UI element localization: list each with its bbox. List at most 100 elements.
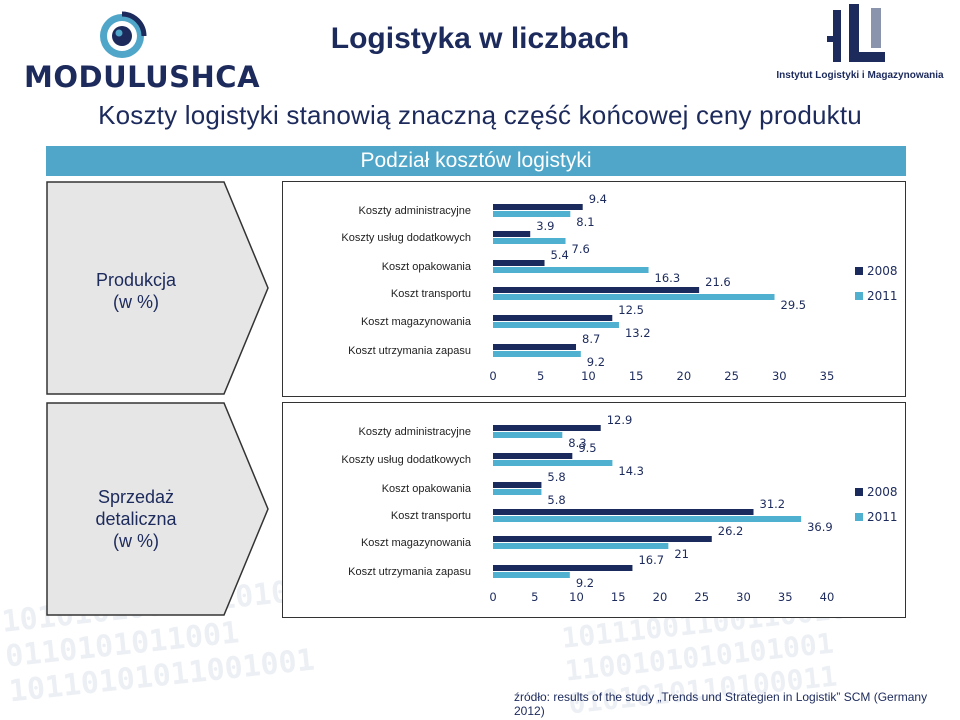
data-label-2011: 7.6	[572, 242, 590, 256]
bar-2011	[493, 489, 542, 495]
bar-2011	[493, 572, 570, 578]
bar-2008	[493, 344, 577, 350]
bar-2008	[493, 287, 700, 293]
x-tick-label: 20	[677, 369, 692, 383]
panel-title: Sprzedaż	[97, 487, 175, 507]
data-label-2008: 3.9	[536, 219, 554, 233]
ilim-name: Instytut Logistyki i Magazynowania	[776, 70, 944, 81]
bar-2008	[493, 425, 601, 431]
category-label: Koszt magazynowania	[361, 537, 472, 549]
x-tick-label: 35	[778, 590, 793, 604]
panel-title-line2: detaliczna	[95, 509, 177, 529]
data-label-2011: 13.2	[625, 326, 651, 340]
category-label: Koszty administracyjne	[359, 426, 472, 438]
bar-2008	[493, 453, 573, 459]
data-label-2008: 12.5	[618, 303, 644, 317]
arrow-shape	[46, 402, 269, 616]
data-label-2008: 5.4	[551, 248, 569, 262]
bar-2011	[493, 238, 566, 244]
production-chart-svg: Koszty administracyjne 9.4 8.1 Koszty usług…	[341, 192, 898, 383]
bar-2008	[493, 536, 712, 542]
x-tick-label: 15	[629, 369, 644, 383]
data-label-2011: 8.1	[576, 215, 594, 229]
data-label-2008: 21.6	[705, 275, 731, 289]
category-label: Koszty usług dodatkowych	[341, 454, 471, 466]
section-title-bar: Podział kosztów logistyki	[46, 146, 906, 176]
data-label-2011: 16.3	[655, 271, 681, 285]
legend-swatch-2008	[855, 267, 863, 275]
retail-chart: Koszty administracyjne 12.9 8.3 Koszty usłu…	[282, 402, 906, 618]
bar-2011	[493, 460, 613, 466]
ilim-logo: Instytut Logistyki i Magazynowania	[765, 2, 955, 88]
x-tick-label: 10	[581, 369, 596, 383]
category-label: Koszty administracyjne	[359, 205, 472, 217]
data-label-2011: 29.5	[781, 298, 807, 312]
data-label-2008: 16.7	[638, 553, 664, 567]
source-note: źródło: results of the study „Trends und…	[514, 690, 928, 718]
data-label-2008: 5.8	[547, 470, 565, 484]
x-tick-label: 10	[569, 590, 584, 604]
x-tick-label: 20	[653, 590, 668, 604]
page-subtitle: Koszty logistyki stanowią znaczną część …	[98, 100, 862, 130]
legend-label-2008: 2008	[867, 485, 898, 499]
bar-2008	[493, 260, 545, 266]
x-tick-label: 35	[820, 369, 835, 383]
data-label-2008: 9.4	[589, 192, 607, 206]
bar-2011	[493, 432, 563, 438]
x-tick-label: 5	[537, 369, 544, 383]
x-tick-label: 30	[736, 590, 751, 604]
ilim-mark-icon	[827, 4, 885, 62]
bar-2011	[493, 351, 581, 357]
bar-2011	[493, 543, 669, 549]
category-label: Koszt transportu	[391, 288, 471, 300]
arrow-shape	[46, 181, 269, 395]
bar-2008	[493, 509, 754, 515]
bar-2008	[493, 315, 613, 321]
category-label: Koszt magazynowania	[361, 316, 472, 328]
legend-swatch-2008	[855, 488, 863, 496]
panel-unit: (w %)	[113, 531, 159, 551]
x-tick-label: 25	[724, 369, 739, 383]
modulushca-logo: MODULUSHCA	[22, 8, 260, 94]
data-label-2011: 9.2	[587, 355, 605, 369]
x-tick-label: 15	[611, 590, 626, 604]
x-tick-label: 0	[489, 369, 496, 383]
category-label: Koszt utrzymania zapasu	[348, 566, 471, 578]
modulushca-emblem-icon	[100, 11, 147, 58]
x-tick-label: 40	[820, 590, 835, 604]
category-label: Koszt opakowania	[382, 261, 472, 273]
production-chart: Koszty administracyjne 9.4 8.1 Koszty usług…	[282, 181, 906, 397]
bar-2011	[493, 294, 775, 300]
data-label-2008: 31.2	[760, 497, 786, 511]
legend-label-2008: 2008	[867, 264, 898, 278]
production-panel-label: Produkcja (w %)	[46, 181, 270, 395]
data-label-2011: 5.8	[547, 493, 565, 507]
bar-2008	[493, 482, 542, 488]
bar-2011	[493, 322, 619, 328]
bar-2008	[493, 204, 583, 210]
bar-2011	[493, 267, 649, 273]
bar-2011	[493, 516, 802, 522]
x-tick-label: 25	[694, 590, 709, 604]
x-tick-label: 5	[531, 590, 538, 604]
panel-unit: (w %)	[113, 292, 159, 312]
category-label: Koszt opakowania	[382, 483, 472, 495]
data-label-2008: 8.7	[582, 332, 600, 346]
legend-swatch-2011	[855, 292, 863, 300]
legend-label-2011: 2011	[867, 289, 898, 303]
bar-2008	[493, 565, 633, 571]
category-label: Koszt transportu	[391, 510, 471, 522]
category-label: Koszty usług dodatkowych	[341, 232, 471, 244]
data-label-2008: 26.2	[718, 524, 744, 538]
page-title: Logistyka w liczbach	[330, 22, 630, 55]
bar-2011	[493, 211, 571, 217]
data-label-2011: 21	[674, 547, 689, 561]
x-tick-label: 30	[772, 369, 787, 383]
x-tick-label: 0	[489, 590, 496, 604]
data-label-2011: 8.3	[568, 436, 586, 450]
data-label-2011: 9.2	[576, 576, 594, 590]
panel-title: Produkcja	[95, 270, 177, 290]
bar-2008	[493, 231, 531, 237]
legend-label-2011: 2011	[867, 510, 898, 524]
legend-swatch-2011	[855, 513, 863, 521]
